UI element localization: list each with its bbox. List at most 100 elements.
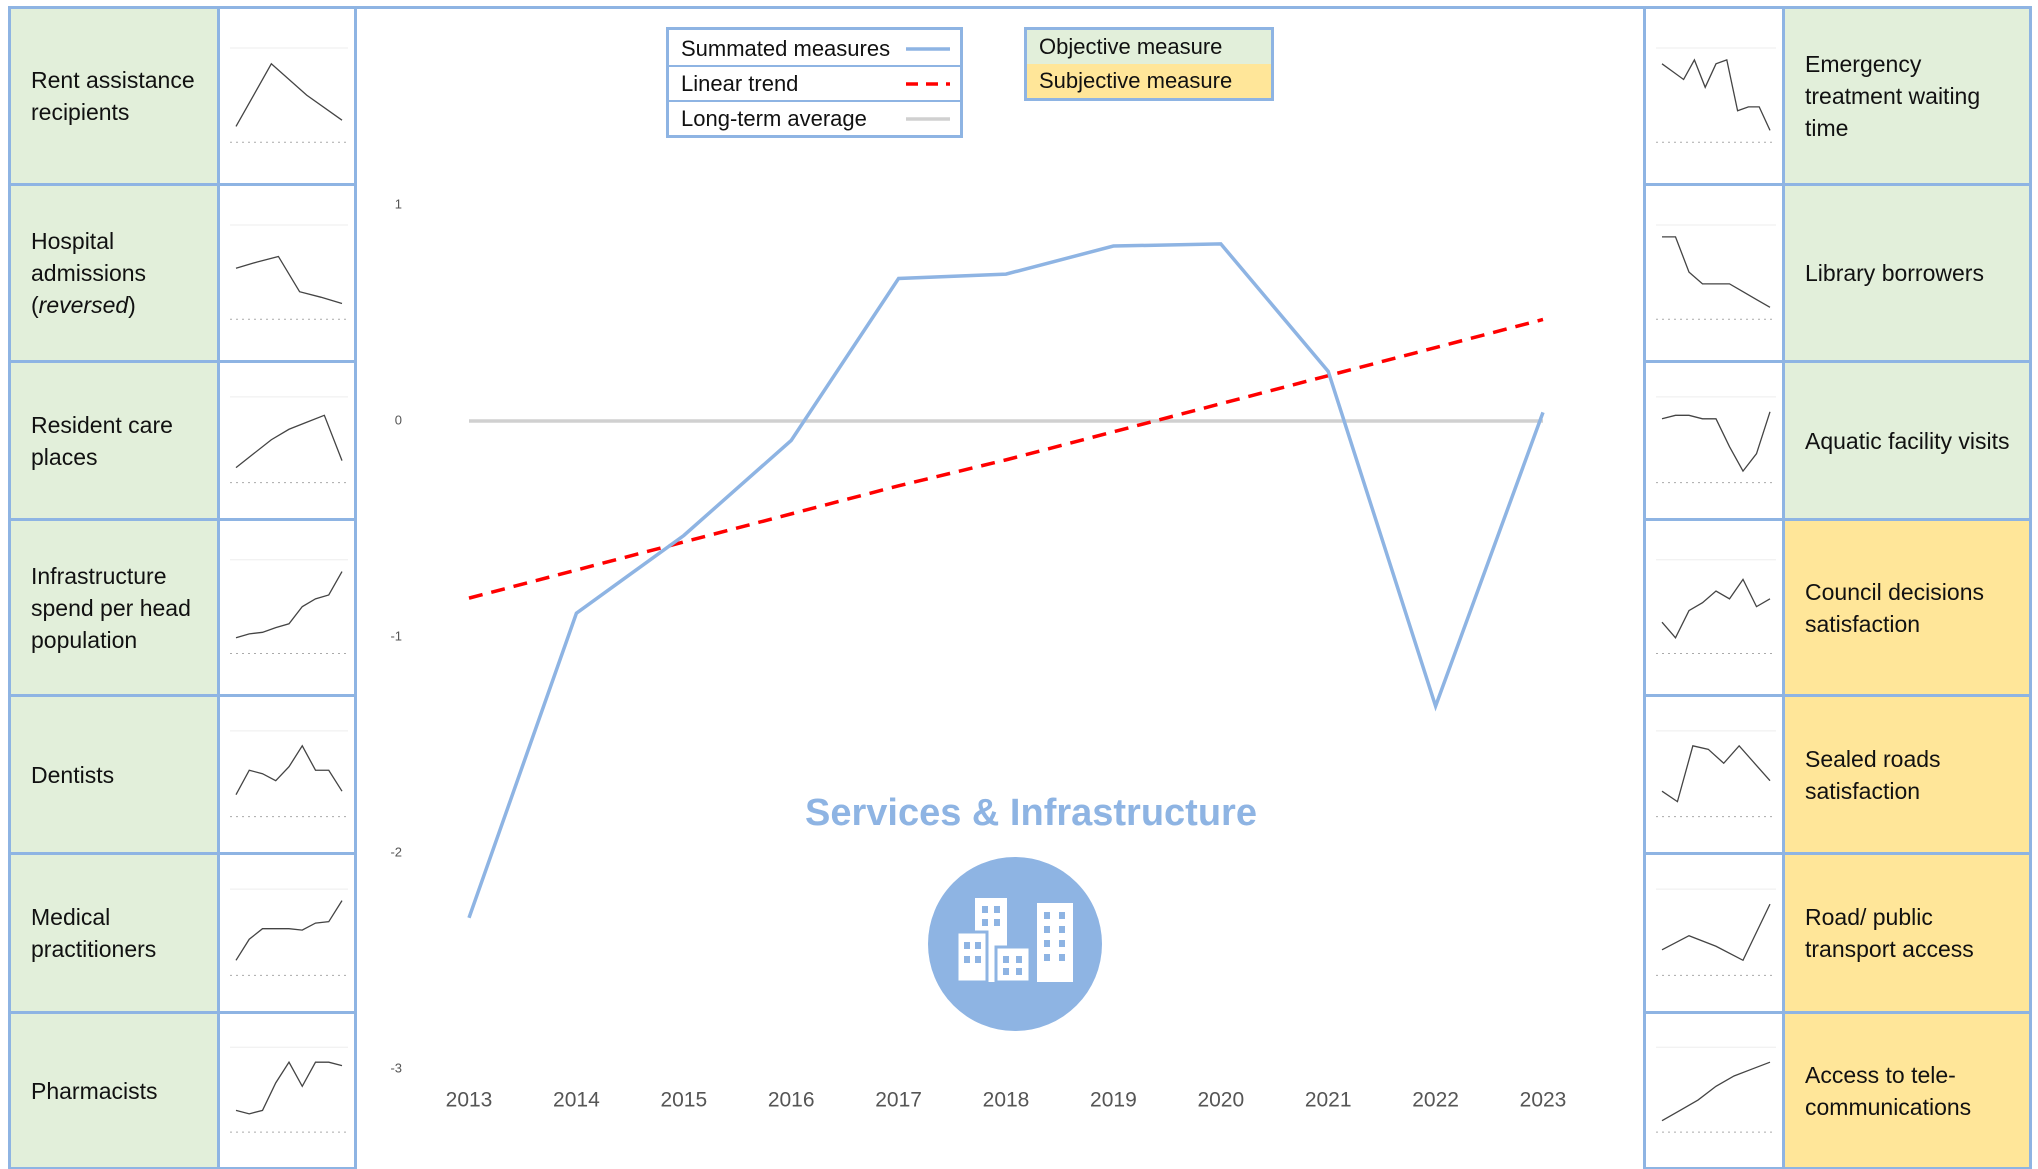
sparkline-line	[235, 900, 343, 961]
legend-row: Linear trend	[669, 65, 960, 102]
measure-legend: Objective measure Subjective measure	[1024, 27, 1274, 101]
sparkline	[1656, 396, 1776, 484]
indicator-label-cell: Hospital admissions (reversed)	[8, 183, 220, 363]
sparkline-line	[235, 62, 343, 127]
legend-row: Long-term average	[669, 100, 960, 137]
legend-swatch	[906, 47, 950, 51]
indicator-label: Emergency treatment waiting time	[1805, 51, 1981, 141]
sparkline-line	[1661, 903, 1771, 962]
indicator-label: Aquatic facility visits	[1805, 427, 2010, 454]
x-tick-label: 2019	[1090, 1089, 1137, 1112]
x-tick-label: 2018	[983, 1089, 1030, 1112]
measure-legend-item: Subjective measure	[1027, 64, 1271, 98]
y-tick-label: -1	[390, 628, 402, 643]
series-line	[468, 317, 1544, 600]
indicator-label-cell: Dentists	[8, 694, 220, 855]
sparkline	[230, 730, 348, 818]
indicator-label: Pharmacists	[31, 1077, 158, 1104]
sparkline	[1656, 224, 1776, 320]
indicator-label: Access to tele-communications	[1805, 1061, 1972, 1120]
indicator-label-cell: Resident care places	[8, 360, 220, 521]
indicator-label-cell: Sealed roads satisfaction	[1782, 694, 2032, 855]
sparkline	[1656, 730, 1776, 818]
indicator-label-cell: Emergency treatment waiting time	[1782, 6, 2032, 186]
sparkline-line	[1662, 236, 1771, 308]
indicator-label-cell: Access to tele-communications	[1782, 1011, 2032, 1169]
sparkline-line	[1661, 411, 1771, 473]
sparkline-line	[1661, 58, 1771, 131]
indicator-label-part: reversed	[38, 292, 129, 318]
sparkline-cell	[217, 852, 357, 1014]
legend-label: Linear trend	[681, 71, 799, 96]
x-tick-label: 2022	[1412, 1089, 1459, 1112]
x-tick-label: 2020	[1197, 1089, 1244, 1112]
sparkline-line	[1661, 578, 1771, 639]
indicator-label-cell: Aquatic facility visits	[1782, 360, 2032, 521]
indicator-label-part: Hospital admissions (	[31, 228, 147, 318]
sparkline-line	[235, 255, 343, 305]
sparkline-line	[1661, 1061, 1771, 1122]
indicator-label: Road/ public transport access	[1805, 904, 1974, 962]
legend-swatch	[906, 82, 950, 86]
sparkline-line	[235, 1060, 343, 1115]
indicator-label: Sealed roads satisfaction	[1805, 745, 1941, 804]
x-tick-label: 2017	[875, 1089, 922, 1112]
sparkline-cell	[1643, 1011, 1785, 1169]
indicator-label: Hospital admissions (reversed)	[31, 225, 207, 321]
indicator-label-cell: Library borrowers	[1782, 183, 2032, 363]
sparkline-cell	[217, 518, 357, 697]
x-tick-label: 2016	[768, 1089, 815, 1112]
sparkline-cell	[1643, 183, 1785, 363]
measure-legend-item: Objective measure	[1027, 30, 1271, 64]
sparkline	[230, 396, 348, 484]
sparkline-cell	[1643, 694, 1785, 855]
sparkline	[1656, 1046, 1776, 1133]
indicator-label: Rent assistance recipients	[31, 67, 195, 125]
sparkline-line	[235, 571, 343, 639]
x-tick-label: 2013	[446, 1089, 493, 1112]
indicator-label: Council decisions satisfaction	[1805, 578, 1984, 637]
indicator-label-cell: Pharmacists	[8, 1011, 220, 1169]
sparkline	[230, 888, 348, 976]
sparkline	[1656, 559, 1776, 655]
sparkline-cell	[1643, 852, 1785, 1014]
indicator-label-cell: Medical practitioners	[8, 852, 220, 1014]
y-tick-label: 0	[395, 412, 402, 427]
indicator-label: Medical practitioners	[31, 904, 157, 962]
x-tick-label: 2014	[553, 1089, 600, 1112]
sparkline-cell	[217, 1011, 357, 1169]
sparkline-cell	[217, 694, 357, 855]
series-legend: Summated measures Linear trend Long-term a…	[666, 27, 963, 138]
indicator-label: Resident care places	[31, 411, 173, 470]
sparkline-cell	[1643, 360, 1785, 521]
legend-swatch	[906, 117, 950, 121]
sparkline-line	[235, 414, 343, 469]
sparkline-cell	[217, 183, 357, 363]
legend-row: Summated measures	[669, 30, 960, 67]
sparkline-cell	[217, 6, 357, 186]
legend-label: Summated measures	[681, 36, 891, 61]
sparkline-cell	[1643, 6, 1785, 186]
series-line	[467, 242, 1545, 919]
buildings-icon	[928, 857, 1102, 1031]
sparkline	[1656, 47, 1776, 143]
sparkline	[230, 559, 348, 655]
indicator-label-cell: Road/ public transport access	[1782, 852, 2032, 1014]
y-tick-label: -2	[390, 844, 402, 859]
x-tick-label: 2015	[660, 1089, 707, 1112]
indicator-label: Infrastructure spend per head population	[31, 562, 191, 653]
sparkline-cell	[217, 360, 357, 521]
y-tick-label: 1	[395, 196, 402, 211]
indicator-label-cell: Council decisions satisfaction	[1782, 518, 2032, 697]
sparkline	[1656, 888, 1776, 976]
sparkline-line	[1661, 744, 1771, 803]
indicator-label-cell: Rent assistance recipients	[8, 6, 220, 186]
sparkline	[230, 224, 348, 320]
indicator-label: Library borrowers	[1805, 260, 1984, 286]
sparkline	[230, 47, 348, 143]
sparkline	[230, 1046, 348, 1133]
indicator-label-cell: Infrastructure spend per head population	[8, 518, 220, 697]
sparkline-line	[235, 744, 343, 795]
